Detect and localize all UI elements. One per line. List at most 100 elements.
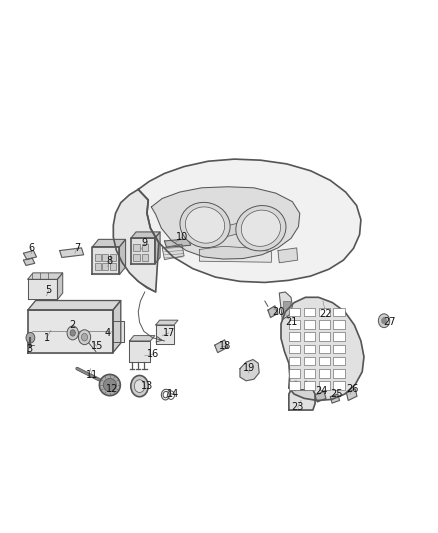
Polygon shape xyxy=(60,248,84,257)
Bar xyxy=(304,369,315,377)
Text: 9: 9 xyxy=(142,238,148,247)
Bar xyxy=(134,244,140,251)
Bar xyxy=(142,244,148,251)
Bar xyxy=(304,320,315,329)
Text: 4: 4 xyxy=(105,328,111,338)
Text: 14: 14 xyxy=(167,389,179,399)
Bar xyxy=(102,263,108,270)
Text: 21: 21 xyxy=(285,317,297,327)
Bar xyxy=(333,381,345,390)
Polygon shape xyxy=(28,279,57,300)
Bar xyxy=(318,345,330,353)
Ellipse shape xyxy=(99,374,120,395)
Bar xyxy=(333,357,345,366)
Circle shape xyxy=(378,314,390,328)
Polygon shape xyxy=(151,187,300,259)
Bar xyxy=(333,345,345,353)
Circle shape xyxy=(67,326,78,340)
Polygon shape xyxy=(138,159,361,282)
Polygon shape xyxy=(113,301,121,353)
Polygon shape xyxy=(113,189,159,292)
Bar xyxy=(318,320,330,329)
Polygon shape xyxy=(130,336,155,341)
Bar xyxy=(318,308,330,317)
Bar xyxy=(318,333,330,341)
Text: 3: 3 xyxy=(26,344,32,354)
Text: 6: 6 xyxy=(28,243,34,253)
Text: 23: 23 xyxy=(291,402,304,413)
Bar xyxy=(333,320,345,329)
Text: 7: 7 xyxy=(74,243,80,253)
Text: 24: 24 xyxy=(315,386,328,397)
Polygon shape xyxy=(278,248,297,263)
Text: 16: 16 xyxy=(147,349,159,359)
Bar xyxy=(289,333,300,341)
Text: 20: 20 xyxy=(272,306,284,317)
Polygon shape xyxy=(164,239,191,247)
Polygon shape xyxy=(330,394,339,403)
Polygon shape xyxy=(28,310,113,353)
Bar xyxy=(333,308,345,317)
Text: 25: 25 xyxy=(331,389,343,399)
Text: 5: 5 xyxy=(46,286,52,295)
Polygon shape xyxy=(23,251,36,260)
Circle shape xyxy=(26,333,35,343)
Text: 27: 27 xyxy=(383,317,396,327)
Polygon shape xyxy=(28,273,63,279)
Circle shape xyxy=(81,334,88,341)
Polygon shape xyxy=(57,273,63,300)
Polygon shape xyxy=(162,244,184,260)
Bar xyxy=(333,333,345,341)
Ellipse shape xyxy=(241,210,280,246)
Text: 17: 17 xyxy=(162,328,175,338)
Bar xyxy=(289,369,300,377)
Polygon shape xyxy=(199,246,272,262)
Bar xyxy=(142,254,148,261)
Circle shape xyxy=(134,379,145,392)
Polygon shape xyxy=(268,306,278,318)
Bar xyxy=(283,301,290,316)
Ellipse shape xyxy=(103,378,117,392)
Circle shape xyxy=(78,330,91,345)
Text: 26: 26 xyxy=(346,384,358,394)
Polygon shape xyxy=(28,301,121,310)
Polygon shape xyxy=(131,238,155,264)
Polygon shape xyxy=(113,321,124,342)
Bar xyxy=(304,345,315,353)
Polygon shape xyxy=(281,297,364,400)
Polygon shape xyxy=(92,239,126,247)
Bar xyxy=(289,381,300,390)
Bar xyxy=(289,345,300,353)
Polygon shape xyxy=(215,340,228,353)
Polygon shape xyxy=(240,360,259,381)
Polygon shape xyxy=(23,258,35,265)
Bar xyxy=(95,254,101,261)
Bar xyxy=(110,263,116,270)
Text: 2: 2 xyxy=(70,320,76,330)
Polygon shape xyxy=(130,341,150,362)
Bar xyxy=(110,254,116,261)
Text: 12: 12 xyxy=(106,384,118,394)
Bar xyxy=(304,381,315,390)
Polygon shape xyxy=(226,223,239,237)
Bar xyxy=(95,263,101,270)
Text: 1: 1 xyxy=(43,333,49,343)
Bar xyxy=(304,333,315,341)
Polygon shape xyxy=(315,391,326,402)
Circle shape xyxy=(131,375,148,397)
Bar xyxy=(318,357,330,366)
Text: 10: 10 xyxy=(176,232,188,243)
Bar xyxy=(304,308,315,317)
Bar xyxy=(289,308,300,317)
Bar xyxy=(318,381,330,390)
Bar xyxy=(134,254,140,261)
Polygon shape xyxy=(279,292,292,320)
Bar xyxy=(318,369,330,377)
Polygon shape xyxy=(92,247,120,274)
Text: 13: 13 xyxy=(141,381,153,391)
Polygon shape xyxy=(346,389,357,400)
Text: 18: 18 xyxy=(219,341,232,351)
Text: 8: 8 xyxy=(107,256,113,266)
Polygon shape xyxy=(155,325,174,344)
Ellipse shape xyxy=(180,203,230,248)
